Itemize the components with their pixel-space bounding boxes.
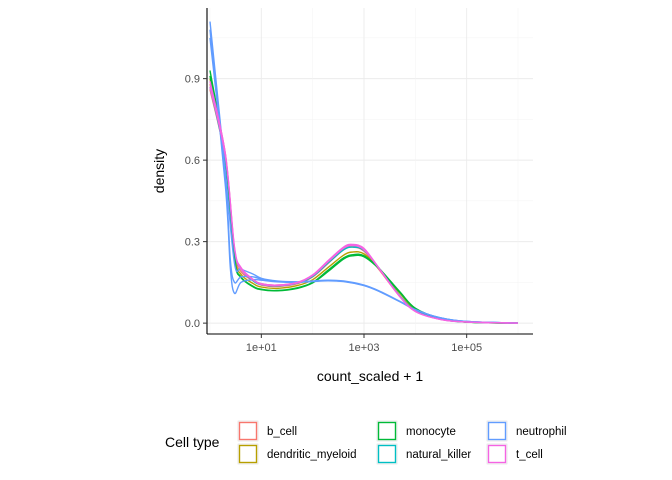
x-tick-label: 1e+01 — [246, 342, 277, 354]
legend-entry-neutrophil: neutrophil — [486, 420, 567, 442]
y-tick-label: 0.0 — [185, 318, 200, 330]
legend-entry-t_cell: t_cell — [486, 443, 543, 465]
y-axis-title: density — [151, 149, 167, 193]
legend-entry-natural_killer: natural_killer — [376, 443, 471, 465]
legend-entry-monocyte: monocyte — [376, 420, 456, 442]
legend-key-swatch — [487, 444, 507, 464]
legend-key-swatch — [238, 421, 258, 441]
legend-key-background — [486, 443, 508, 465]
series-line-neutrophil-8 — [209, 37, 519, 324]
x-axis-title: count_scaled + 1 — [317, 368, 423, 384]
y-tick-label: 0.3 — [185, 237, 200, 249]
y-tick-label: 0.6 — [185, 155, 200, 167]
legend-label: dendritic_myeloid — [267, 449, 357, 461]
legend: Cell type b_cell dendritic_myeloid monocyt… — [165, 420, 567, 465]
x-ticks: 1e+01 1e+03 1e+05 — [246, 334, 482, 354]
y-ticks: 0.0 0.3 0.6 0.9 — [185, 74, 207, 330]
legend-key-swatch — [487, 421, 507, 441]
legend-key-background — [486, 420, 508, 442]
legend-items: b_cell dendritic_myeloid monocyte natural_k… — [237, 420, 567, 465]
legend-key-swatch — [238, 444, 258, 464]
legend-key-swatch — [377, 444, 397, 464]
x-tick-label: 1e+03 — [349, 342, 380, 354]
legend-entry-b_cell: b_cell — [237, 420, 297, 442]
legend-label: natural_killer — [406, 449, 471, 461]
legend-key-swatch — [377, 421, 397, 441]
y-tick-label: 0.9 — [185, 74, 200, 86]
legend-title: Cell type — [165, 434, 220, 450]
series-lines — [209, 21, 519, 324]
legend-label: t_cell — [516, 449, 543, 461]
legend-key-background — [237, 420, 259, 442]
legend-key-background — [237, 443, 259, 465]
legend-key-background — [376, 443, 398, 465]
x-tick-label: 1e+05 — [451, 342, 482, 354]
legend-label: monocyte — [406, 426, 456, 438]
series-line-monocyte-4 — [209, 75, 519, 324]
legend-entry-dendritic_myeloid: dendritic_myeloid — [237, 443, 357, 465]
legend-label: neutrophil — [516, 426, 567, 438]
legend-key-background — [376, 420, 398, 442]
series-line-t_cell-10 — [209, 86, 519, 324]
legend-label: b_cell — [267, 426, 297, 438]
